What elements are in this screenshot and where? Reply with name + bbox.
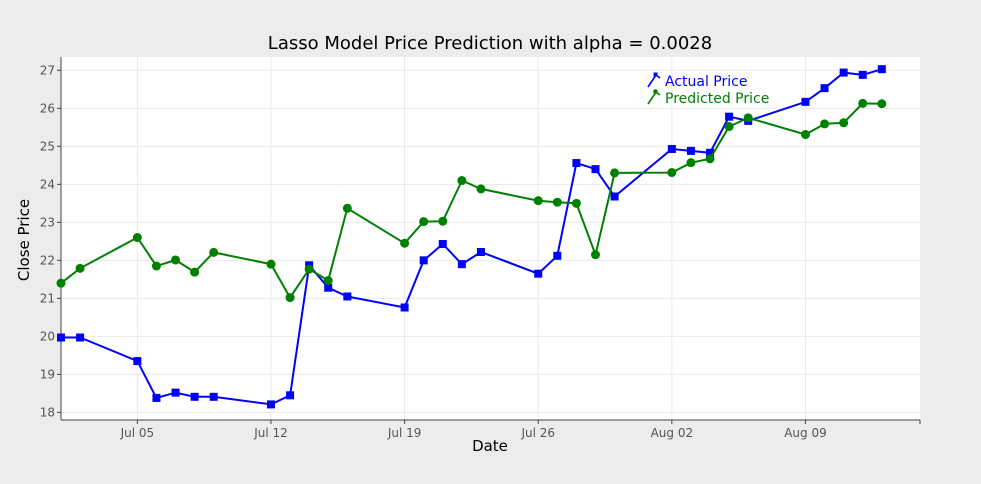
legend-label: Actual Price: [665, 74, 747, 90]
predicted-price-point: [132, 233, 142, 243]
predicted-price-point: [590, 250, 600, 260]
predicted-price-point: [285, 293, 295, 303]
x-axis-title: Date: [472, 437, 508, 455]
predicted-price-point: [571, 198, 581, 208]
y-tick-label: 25: [40, 139, 55, 153]
predicted-price-point: [171, 255, 181, 265]
grid: [61, 57, 920, 420]
actual-price-point: [266, 400, 275, 409]
predicted-price-point: [686, 158, 696, 168]
actual-price-point: [858, 70, 867, 79]
predicted-price-point: [209, 247, 219, 257]
predicted-price-point: [705, 154, 715, 164]
actual-price-point: [591, 165, 600, 174]
actual-price-point: [190, 392, 199, 401]
actual-price-point: [343, 292, 352, 301]
actual-price-point: [400, 303, 409, 312]
actual-price-point: [152, 393, 161, 402]
actual-price-point: [534, 269, 543, 278]
actual-price-point: [667, 144, 676, 153]
predicted-price-point: [820, 119, 830, 129]
legend-marker: [653, 89, 658, 94]
y-tick-label: 19: [40, 367, 55, 381]
actual-price-point: [820, 84, 829, 93]
actual-price-point: [725, 112, 734, 121]
predicted-price-point: [400, 238, 410, 248]
actual-price-point: [553, 251, 562, 260]
x-tick-label: Aug 09: [784, 426, 827, 440]
x-tick-label: Jul 12: [253, 426, 288, 440]
predicted-price-point: [342, 203, 352, 213]
actual-price-point: [438, 240, 447, 249]
actual-price-point: [133, 357, 142, 366]
legend-item-actual-price: Actual Price: [647, 72, 747, 90]
axes: 18 19 20 21 22 23 24 25 26 27 Jul 05 Jul 12 Jul 19 Ju…: [40, 57, 921, 440]
predicted-price-point: [151, 261, 161, 271]
predicted-price-point: [667, 168, 677, 178]
actual-price-point: [57, 333, 65, 342]
y-tick-label: 26: [40, 101, 55, 115]
predicted-price-point: [190, 267, 200, 277]
y-tick-label: 27: [40, 63, 55, 77]
predicted-price-point: [858, 98, 868, 108]
predicted-price-point: [266, 259, 276, 269]
series-layer: [56, 65, 887, 409]
actual-price-point: [877, 65, 886, 74]
predicted-price-point: [724, 122, 734, 132]
predicted-price-series: [56, 98, 887, 303]
actual-price-point: [839, 68, 848, 77]
predicted-price-point: [75, 263, 85, 273]
predicted-price-point: [533, 196, 543, 206]
plot-area: [61, 57, 920, 420]
chart-title: Lasso Model Price Prediction with alpha …: [268, 33, 712, 54]
y-tick-label: 18: [40, 405, 55, 419]
actual-price-point: [572, 159, 581, 168]
actual-price-point: [209, 392, 218, 401]
actual-price-point: [76, 333, 85, 342]
actual-price-point: [324, 283, 333, 292]
y-tick-label: 24: [40, 177, 55, 191]
y-axis-title: Close Price: [15, 199, 33, 281]
actual-price-point: [686, 146, 695, 155]
actual-price-point: [610, 192, 619, 201]
x-tick-label: Aug 02: [651, 426, 694, 440]
predicted-price-point: [438, 216, 448, 226]
x-tick-label: Jul 05: [120, 426, 155, 440]
actual-price-point: [457, 260, 466, 269]
actual-price-point: [419, 256, 428, 265]
legend-item-predicted-price: Predicted Price: [647, 89, 769, 107]
actual-price-point: [801, 97, 810, 106]
predicted-price-point: [610, 168, 620, 178]
actual-price-point: [171, 388, 180, 397]
actual-price-point: [476, 247, 485, 256]
predicted-price-point: [552, 197, 562, 207]
legend-label: Predicted Price: [665, 91, 769, 107]
predicted-price-point: [457, 176, 467, 186]
predicted-price-point: [877, 99, 887, 109]
predicted-price-point: [743, 113, 753, 123]
predicted-price-point: [419, 217, 429, 227]
predicted-price-point: [56, 278, 66, 288]
predicted-price-point: [304, 264, 314, 274]
actual-price-point: [706, 148, 715, 157]
x-tick-label: Jul 19: [387, 426, 422, 440]
y-tick-label: 23: [40, 215, 55, 229]
actual-price-point: [286, 391, 295, 400]
y-tick-label: 20: [40, 329, 55, 343]
predicted-price-point: [323, 276, 333, 286]
legend-marker: [653, 72, 658, 77]
y-tick-label: 21: [40, 291, 55, 305]
x-tick-label: Jul 26: [520, 426, 555, 440]
predicted-price-point: [839, 118, 849, 128]
y-tick-label: 22: [40, 253, 55, 267]
predicted-price-point: [476, 184, 486, 194]
predicted-price-point: [800, 130, 810, 140]
